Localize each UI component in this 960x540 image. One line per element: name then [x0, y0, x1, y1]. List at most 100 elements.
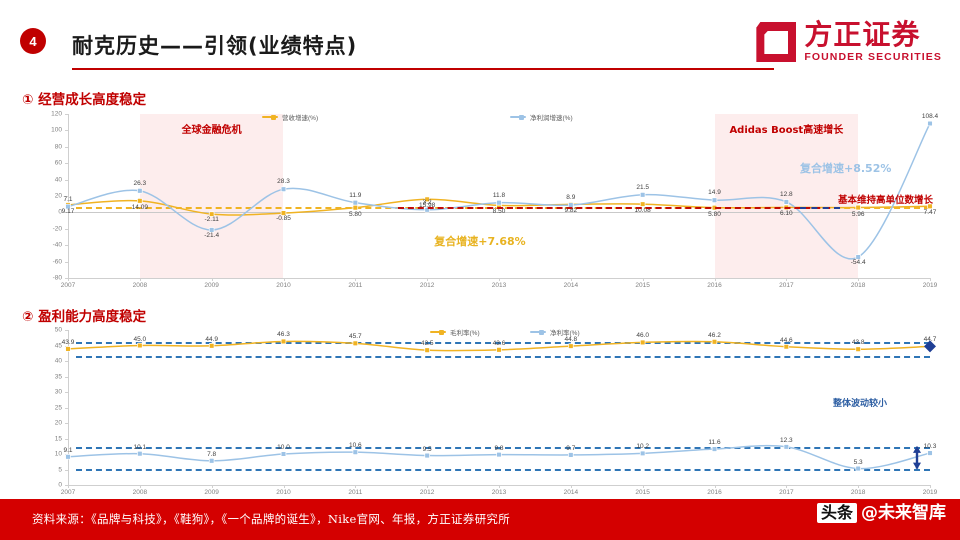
x-axis-tick	[930, 485, 931, 488]
x-axis-tick	[499, 278, 500, 281]
y-axis-tick	[65, 163, 68, 165]
data-label: 6.10	[780, 210, 793, 218]
x-axis-label: 2019	[922, 489, 938, 496]
section-number-badge: 4	[20, 28, 46, 54]
x-axis-label: 2018	[850, 282, 866, 289]
page-title: 耐克历史——引领(业绩特点)	[72, 34, 358, 58]
x-axis-label: 2013	[491, 282, 507, 289]
legend-marker-swatch	[439, 329, 444, 335]
chart-legend-item: 毛利率(%)	[430, 327, 480, 337]
x-axis-label: 2008	[132, 282, 148, 289]
y-axis-tick	[65, 212, 68, 214]
y-axis-label: 5	[58, 466, 62, 473]
data-point-marker	[352, 204, 359, 211]
highlight-band-label: Adidas Boost高速增长	[729, 124, 844, 136]
data-point-marker	[568, 452, 574, 458]
data-point-marker	[137, 342, 143, 349]
data-point-marker	[65, 202, 71, 208]
x-axis-label: 2008	[132, 489, 148, 496]
data-point-marker	[783, 343, 790, 350]
x-axis-line	[68, 485, 930, 486]
data-label: 9.5	[422, 445, 432, 453]
slide-footer: 资料来源：《品牌与科技》，《鞋狗》，《一个品牌的诞生》，Nike官网、年报，方正…	[0, 499, 960, 540]
data-point-marker	[639, 339, 646, 346]
data-label: 7.47	[923, 209, 937, 217]
y-axis-tick	[65, 376, 68, 378]
gross-margin-end-diamond	[924, 340, 936, 353]
data-label: 10.08	[634, 207, 651, 215]
data-point-marker	[568, 201, 574, 208]
x-axis-label: 2009	[204, 489, 219, 496]
data-label: 14.09	[131, 203, 148, 211]
legend-marker-swatch	[271, 114, 276, 120]
watermark-logo: 头条	[816, 503, 857, 523]
section-heading-profitability: ② 盈利能力高度稳定	[22, 309, 147, 325]
data-label: 8.50	[492, 208, 506, 216]
data-point-marker	[927, 343, 933, 350]
data-label: 108.4	[921, 112, 939, 120]
x-axis-label: 2014	[563, 489, 579, 496]
data-label: 44.9	[205, 335, 218, 343]
red-trend-dashed-line	[398, 207, 840, 210]
data-label: 44.8	[564, 336, 578, 344]
y-axis-label: 100	[51, 126, 62, 134]
x-axis-tick	[68, 278, 69, 281]
y-axis-tick	[65, 228, 68, 230]
data-label: 12.3	[780, 436, 793, 444]
highlight-band	[714, 114, 859, 278]
annotation-high-single-digit: 基本维持高单位数增长	[838, 195, 934, 206]
y-axis-tick	[65, 261, 68, 263]
data-point-marker	[927, 120, 933, 127]
x-axis-tick	[642, 278, 644, 281]
data-label: 10.2	[636, 443, 649, 451]
x-axis-tick	[858, 485, 860, 488]
data-point-marker	[280, 186, 287, 192]
title-underline	[72, 68, 774, 70]
data-label: 9.17	[61, 207, 75, 215]
data-point-marker	[352, 449, 359, 455]
x-axis-tick	[283, 278, 285, 281]
x-axis-label: 2010	[276, 282, 291, 289]
x-axis-label: 2017	[779, 282, 794, 289]
series-path	[67, 340, 931, 352]
series-path	[67, 444, 931, 470]
data-point-marker	[424, 347, 430, 353]
data-label: 46.2	[708, 331, 721, 339]
y-axis-tick	[65, 114, 68, 115]
y-axis-tick	[65, 392, 68, 393]
x-axis-label: 2011	[348, 282, 363, 289]
data-point-marker	[280, 338, 287, 345]
data-point-marker	[711, 197, 718, 203]
y-axis-label: 40	[54, 176, 62, 184]
data-label: 11.8	[492, 191, 506, 199]
data-label: 9.82	[564, 207, 578, 215]
data-label: 3.2	[422, 198, 432, 206]
x-axis-tick	[355, 278, 357, 281]
x-axis-line	[68, 278, 930, 279]
data-label: 5.80	[349, 210, 362, 218]
annotation-revenue-cagr: 复合增速+7.68%	[434, 235, 526, 248]
y-axis-tick	[65, 454, 68, 455]
data-label: 43.6	[492, 339, 506, 347]
data-label: 46.3	[277, 331, 290, 339]
data-label: 9.1	[63, 446, 73, 454]
data-point-marker	[568, 202, 574, 208]
data-label: 12.8	[780, 190, 793, 198]
y-axis-tick	[65, 245, 68, 247]
reference-line	[76, 468, 930, 471]
y-axis-tick	[65, 438, 68, 440]
y-axis-label: 30	[54, 388, 62, 396]
x-axis-tick	[68, 485, 69, 488]
data-point-marker	[711, 204, 718, 211]
data-point-marker	[496, 451, 502, 458]
data-point-marker	[639, 450, 646, 457]
x-axis-label: 2009	[204, 282, 219, 289]
y-axis-tick	[65, 485, 68, 486]
legend-label: 净利率(%)	[550, 330, 580, 337]
highlight-band-label: 全球金融危机	[181, 124, 242, 136]
y-axis-label: 20	[54, 192, 62, 200]
data-point-marker	[280, 451, 287, 457]
y-axis-label: 45	[54, 342, 62, 349]
y-axis-tick	[65, 469, 68, 471]
